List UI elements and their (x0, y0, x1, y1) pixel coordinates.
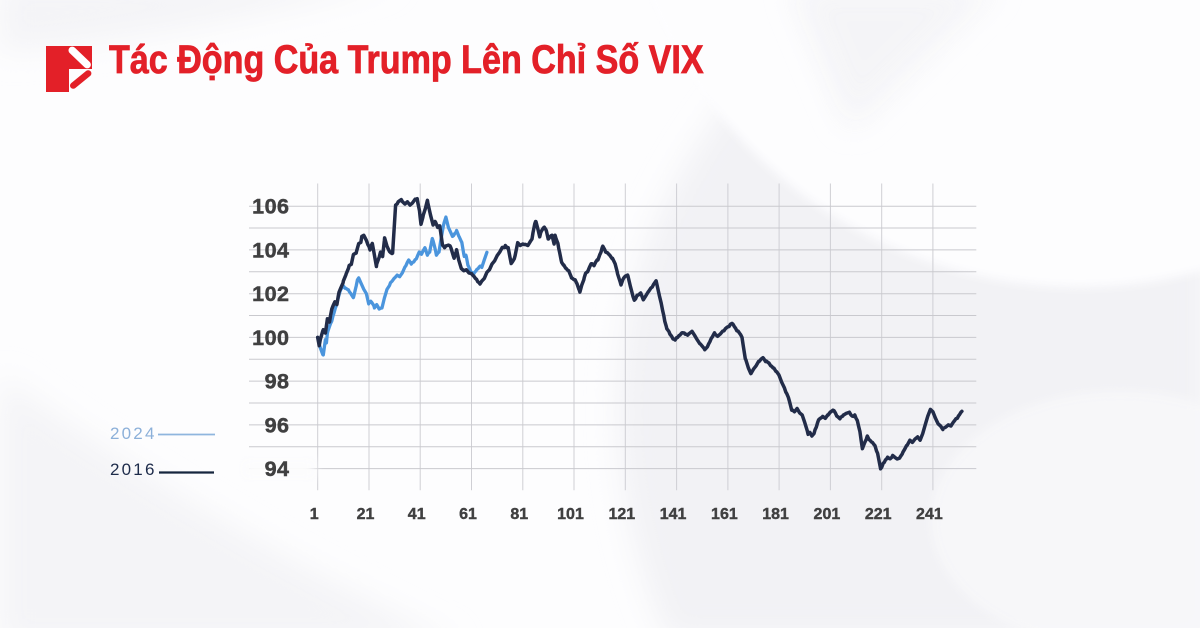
svg-text:61: 61 (459, 506, 477, 523)
svg-text:181: 181 (762, 506, 789, 523)
svg-text:21: 21 (357, 506, 375, 523)
svg-text:161: 161 (711, 506, 738, 523)
svg-text:96: 96 (265, 413, 290, 437)
svg-text:121: 121 (608, 506, 635, 523)
svg-text:81: 81 (510, 506, 528, 523)
svg-text:104: 104 (252, 238, 289, 262)
svg-text:100: 100 (252, 326, 289, 350)
svg-text:141: 141 (660, 506, 687, 523)
svg-text:94: 94 (265, 457, 290, 481)
svg-text:241: 241 (916, 506, 943, 523)
svg-text:98: 98 (265, 370, 290, 394)
svg-text:201: 201 (814, 506, 841, 523)
svg-text:102: 102 (252, 282, 289, 306)
svg-text:106: 106 (252, 195, 289, 219)
svg-text:41: 41 (408, 506, 426, 523)
svg-text:101: 101 (557, 506, 584, 523)
svg-text:1: 1 (310, 506, 319, 523)
svg-text:221: 221 (865, 506, 892, 523)
